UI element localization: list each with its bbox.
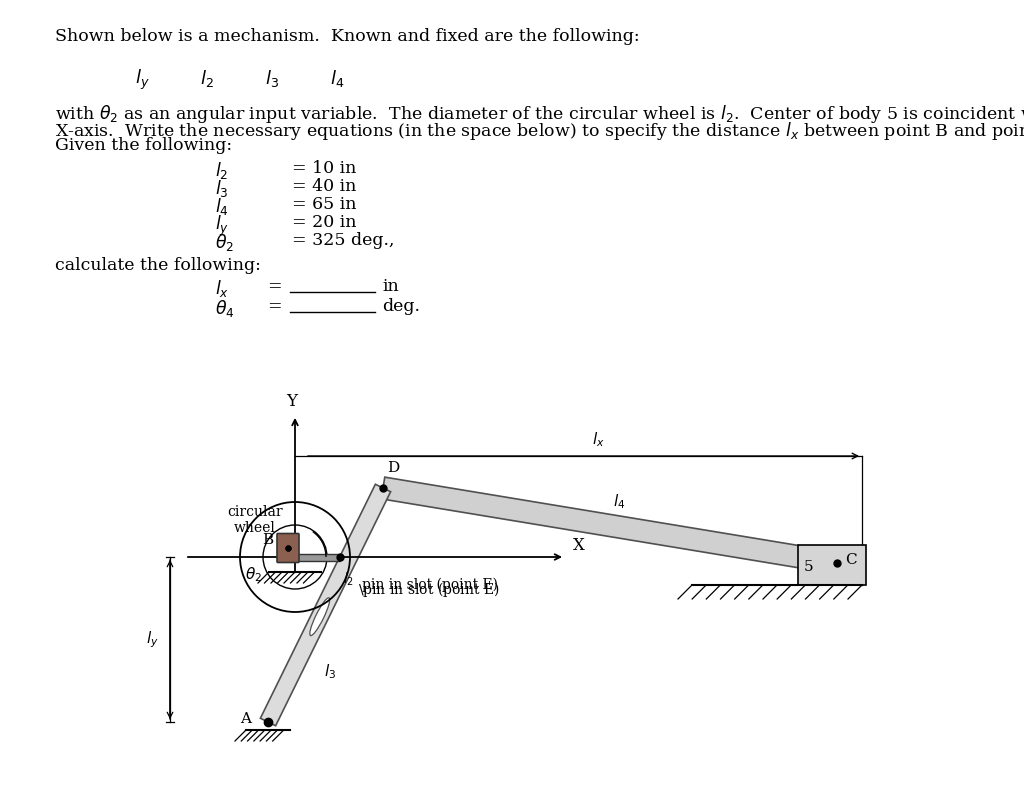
Text: $l_2$: $l_2$ <box>200 68 214 89</box>
Bar <box>798 545 866 585</box>
Text: $l_3$: $l_3$ <box>265 68 279 89</box>
Text: $l_4$: $l_4$ <box>613 493 626 512</box>
Text: $l_3$: $l_3$ <box>325 663 337 681</box>
Text: B: B <box>262 533 273 547</box>
Text: Y: Y <box>287 393 298 410</box>
Text: A: A <box>240 712 251 726</box>
Text: $l_y$: $l_y$ <box>135 68 150 92</box>
Text: = 65 in: = 65 in <box>292 196 356 213</box>
Text: $l_2$: $l_2$ <box>343 571 354 589</box>
Text: Shown below is a mechanism.  Known and fixed are the following:: Shown below is a mechanism. Known and fi… <box>55 28 640 45</box>
Text: $l_4$: $l_4$ <box>330 68 344 89</box>
Text: = 325 deg.,: = 325 deg., <box>292 232 394 249</box>
Text: X: X <box>573 537 585 554</box>
Text: $l_y$: $l_y$ <box>145 630 159 650</box>
FancyBboxPatch shape <box>278 534 299 563</box>
Text: $l_4$: $l_4$ <box>215 196 228 217</box>
Text: $\theta_2$: $\theta_2$ <box>215 232 234 253</box>
Text: C: C <box>845 553 857 567</box>
Text: = 40 in: = 40 in <box>292 178 356 195</box>
Text: =: = <box>267 278 282 295</box>
Text: $l_x$: $l_x$ <box>592 430 605 449</box>
Polygon shape <box>260 484 390 725</box>
Text: circular: circular <box>227 505 283 519</box>
Text: $\theta_2$: $\theta_2$ <box>245 566 262 584</box>
Polygon shape <box>295 553 340 560</box>
Text: pin in slot (point E): pin in slot (point E) <box>362 578 498 593</box>
Text: D: D <box>387 461 399 475</box>
Text: $l_3$: $l_3$ <box>215 178 228 199</box>
Text: $l_2$: $l_2$ <box>215 160 228 181</box>
Polygon shape <box>381 477 839 574</box>
Text: $\backslash$pin in slot (point E): $\backslash$pin in slot (point E) <box>358 580 500 599</box>
Text: = 20 in: = 20 in <box>292 214 356 231</box>
Text: =: = <box>267 298 282 315</box>
Text: X-axis.  Write the necessary equations (in the space below) to specify the dista: X-axis. Write the necessary equations (i… <box>55 120 1024 142</box>
Text: with $\theta_2$ as an angular input variable.  The diameter of the circular whee: with $\theta_2$ as an angular input vari… <box>55 103 1024 125</box>
Text: in: in <box>382 278 398 295</box>
Text: $l_y$: $l_y$ <box>215 214 229 238</box>
Text: Given the following:: Given the following: <box>55 137 232 154</box>
Text: calculate the following:: calculate the following: <box>55 257 261 274</box>
Text: = 10 in: = 10 in <box>292 160 356 177</box>
Text: $\theta_4$: $\theta_4$ <box>215 298 234 319</box>
Text: deg.: deg. <box>382 298 420 315</box>
Text: 5: 5 <box>804 560 814 574</box>
Text: wheel: wheel <box>234 521 275 535</box>
Ellipse shape <box>310 598 330 636</box>
Text: $l_x$: $l_x$ <box>215 278 229 299</box>
